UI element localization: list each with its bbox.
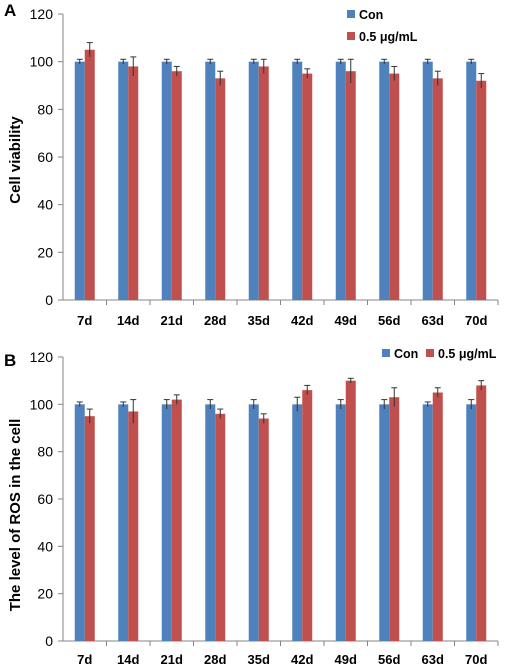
bar-treated [389,397,400,641]
bar-con [161,404,172,641]
x-tick-label: 28d [204,313,226,328]
legend-swatch [426,349,434,357]
y-tick-label: 60 [37,491,53,507]
x-tick-label: 28d [204,652,226,667]
y-tick-label: 40 [37,197,53,213]
bar-con [422,61,433,300]
legend: Con 0.5 μg/mL [347,8,418,44]
chart-panel-a: A 0 20 40 60 80 100 120 Cell viability 7d 14d 21d 28… [4,1,499,328]
legend-label: 0.5 μg/mL [438,347,497,361]
y-tick-label: 80 [37,101,53,117]
bar-treated [258,66,269,300]
bar-treated [84,49,95,300]
x-tick-label: 35d [248,313,270,328]
bar-treated [476,385,487,641]
y-tick-label: 40 [37,538,53,554]
x-tick-label: 70d [465,313,487,328]
legend-label: Con [359,8,383,22]
y-tick-label: 80 [37,444,53,460]
x-tick-label: 63d [422,652,444,667]
chart-panel-b: B 0 20 40 60 80 100 120 The level of ROS in the … [4,347,499,667]
bar-treated [215,413,226,641]
bar-con [335,404,346,641]
x-tick-label: 42d [291,652,313,667]
x-tick-label: 56d [378,313,400,328]
bar-treated [128,66,139,300]
y-axis-label: The level of ROS in the cell [7,419,24,612]
bar-con [161,61,172,300]
bar-con [248,61,259,300]
bar-treated [302,73,313,300]
y-tick-label: 120 [30,349,54,365]
bar-treated [128,411,139,641]
x-tick-label: 14d [117,313,139,328]
bar-treated [171,71,182,300]
y-tick-label: 0 [45,633,53,649]
bar-con [292,61,303,300]
bar-con [422,404,433,641]
legend-swatch [347,32,355,40]
bar-treated [345,71,356,300]
x-tick-label: 35d [248,652,270,667]
y-axis-label: Cell viability [7,116,24,204]
bar-treated [215,78,226,300]
x-tick-label: 63d [422,313,444,328]
panel-letter: A [4,1,16,20]
bar-con [379,404,390,641]
bar-con [205,404,216,641]
bar-treated [389,73,400,300]
bar-con [74,404,85,641]
x-tick-label: 56d [378,652,400,667]
bar-treated [432,78,443,300]
x-tick-label: 42d [291,313,313,328]
x-tick-label: 70d [465,652,487,667]
bar-con [118,61,129,300]
bar-treated [476,80,487,300]
bar-treated [302,390,313,641]
x-tick-label: 7d [77,652,92,667]
y-tick-label: 60 [37,149,53,165]
bar-treated [258,418,269,641]
y-tick-label: 20 [37,244,53,260]
y-tick-label: 20 [37,586,53,602]
bar-treated [171,399,182,641]
bar-con [118,404,129,641]
y-tick-label: 120 [30,6,54,22]
x-tick-label: 21d [161,652,183,667]
bar-con [248,404,259,641]
bar-treated [345,380,356,641]
x-tick-label: 7d [77,313,92,328]
bar-con [379,61,390,300]
y-tick-label: 100 [30,54,54,70]
legend-swatch [347,10,355,18]
bar-con [335,61,346,300]
bar-treated [432,392,443,641]
legend-swatch [382,349,390,357]
y-tick-label: 0 [45,292,53,308]
x-tick-label: 49d [335,652,357,667]
bar-con [74,61,85,300]
x-tick-label: 14d [117,652,139,667]
legend: Con 0.5 μg/mL [382,347,497,361]
bar-con [292,404,303,641]
y-tick-label: 100 [30,396,54,412]
x-tick-label: 21d [161,313,183,328]
panel-letter: B [4,351,16,370]
bar-treated [84,416,95,641]
legend-label: 0.5 μg/mL [359,30,418,44]
legend-label: Con [394,347,418,361]
bar-con [466,404,477,641]
bar-con [466,61,477,300]
x-tick-label: 49d [335,313,357,328]
bar-con [205,61,216,300]
